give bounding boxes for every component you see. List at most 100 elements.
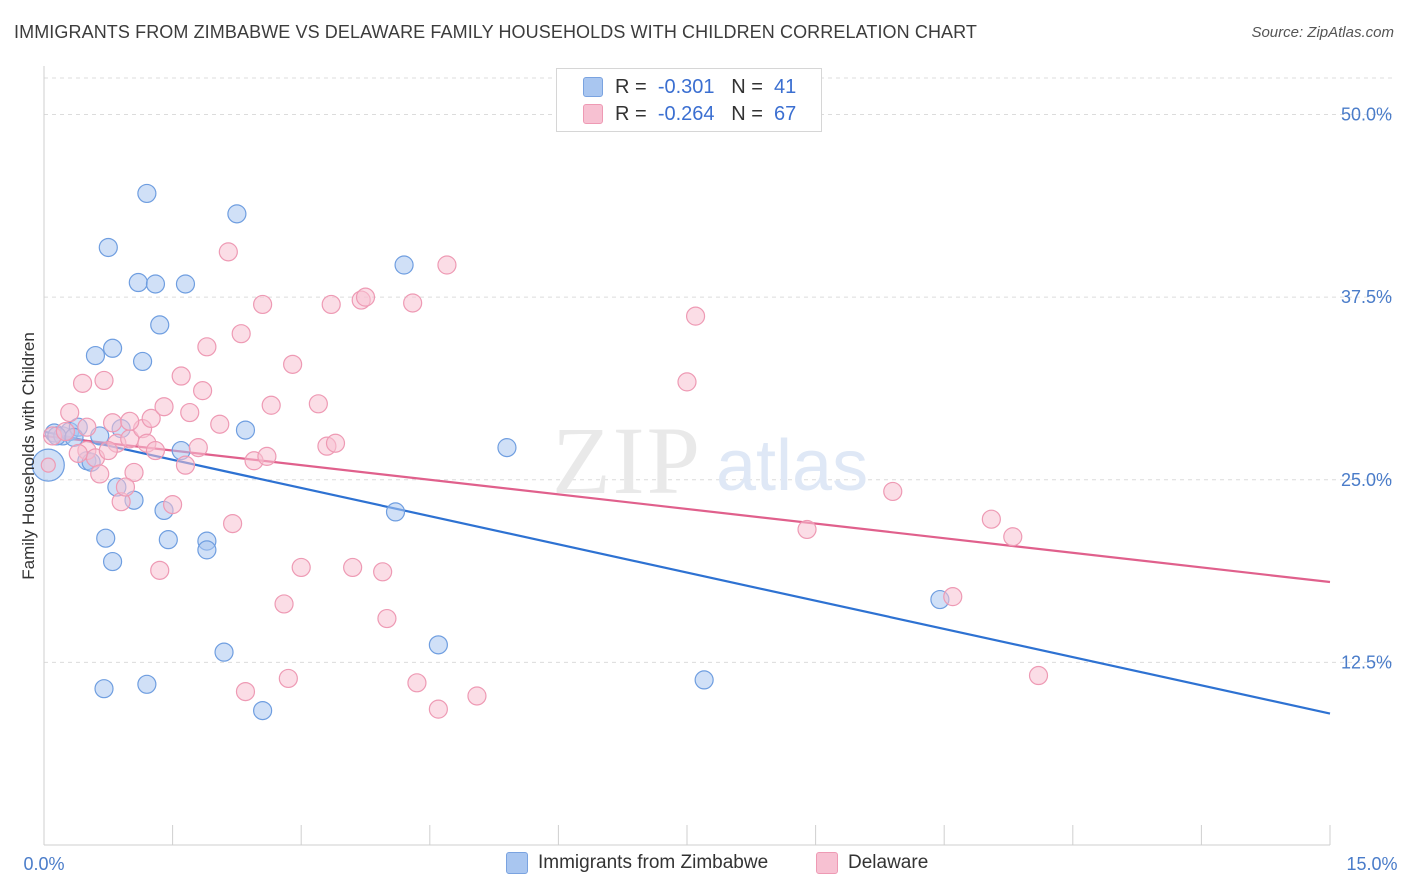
- point-zimbabwe: [214, 642, 234, 662]
- point-delaware: [283, 354, 303, 374]
- legend-n-value: 41: [774, 75, 797, 98]
- point-delaware: [115, 477, 136, 497]
- legend-label-delaware: Delaware: [848, 852, 929, 873]
- x-tick-label: 15.0%: [1346, 854, 1397, 874]
- watermark: ZIP atlas: [552, 407, 868, 514]
- point-zimbabwe: [145, 274, 166, 294]
- point-delaware: [72, 373, 93, 393]
- point-zimbabwe: [85, 345, 106, 366]
- point-delaware: [437, 255, 457, 275]
- point-delaware: [355, 287, 376, 307]
- y-tick-label: 37.5%: [1341, 287, 1392, 307]
- point-delaware: [428, 699, 448, 719]
- point-delaware: [685, 306, 706, 326]
- point-delaware: [325, 433, 346, 453]
- point-zimbabwe: [96, 528, 116, 548]
- legend-r-label: R =: [615, 102, 647, 125]
- watermark-atlas: atlas: [716, 426, 868, 506]
- point-delaware: [407, 673, 427, 693]
- legend-n-value: 67: [774, 102, 797, 125]
- point-delaware: [291, 557, 311, 578]
- point-delaware: [60, 402, 80, 423]
- point-delaware: [68, 443, 88, 464]
- legend-swatch-delaware: [583, 104, 603, 124]
- point-zimbabwe: [137, 674, 157, 694]
- source-credit: Source: ZipAtlas.com: [1251, 24, 1394, 41]
- point-delaware: [677, 372, 697, 392]
- point-delaware: [377, 608, 397, 629]
- legend-item-delaware: Delaware: [816, 852, 928, 874]
- point-delaware: [943, 587, 963, 607]
- legend-r-value: -0.264: [657, 102, 715, 125]
- legend-row-delaware: R = -0.264 N = 67: [583, 102, 796, 126]
- legend-item-zimbabwe: Immigrants from Zimbabwe: [506, 852, 768, 874]
- point-delaware: [308, 394, 328, 414]
- x-tick-label: 0.0%: [23, 854, 64, 874]
- point-zimbabwe: [137, 183, 157, 204]
- point-zimbabwe: [98, 237, 118, 258]
- trendline-zimbabwe: [43, 430, 1331, 715]
- point-delaware: [90, 464, 110, 484]
- point-delaware: [94, 370, 114, 391]
- point-delaware: [163, 494, 183, 515]
- point-delaware: [257, 446, 277, 466]
- y-tick-label: 50.0%: [1341, 105, 1392, 125]
- legend-label-zimbabwe: Immigrants from Zimbabwe: [538, 852, 769, 873]
- legend-n-label: N =: [731, 75, 763, 98]
- point-zimbabwe: [197, 540, 217, 560]
- point-delaware: [40, 457, 56, 473]
- grid-lines: [44, 77, 1392, 663]
- point-delaware: [261, 395, 281, 415]
- watermark-zip: ZIP: [552, 407, 702, 514]
- legend-swatch-zimbabwe: [583, 77, 603, 97]
- legend-r-value: -0.301: [657, 75, 715, 98]
- point-delaware: [145, 440, 166, 461]
- point-delaware: [120, 411, 140, 431]
- y-axis-label: Family Households with Children: [19, 332, 38, 580]
- y-tick-label: 25.0%: [1341, 470, 1392, 490]
- point-delaware: [102, 413, 123, 433]
- point-zimbabwe: [102, 338, 123, 358]
- point-zimbabwe: [132, 351, 153, 372]
- chart-title: IMMIGRANTS FROM ZIMBABWE VS DELAWARE FAM…: [14, 22, 978, 42]
- point-delaware: [321, 294, 341, 315]
- point-delaware: [180, 402, 200, 423]
- point-zimbabwe: [235, 420, 256, 440]
- point-delaware: [188, 438, 208, 458]
- point-delaware: [197, 337, 217, 357]
- tick-labels: 12.5% 25.0% 37.5% 50.0% 0.0% 15.0%: [23, 105, 1397, 874]
- stats-legend: R = -0.301 N = 41 R = -0.264 N = 67: [556, 68, 822, 132]
- point-delaware: [171, 366, 191, 386]
- point-zimbabwe: [253, 700, 273, 721]
- legend-r-label: R =: [615, 75, 647, 98]
- point-zimbabwe: [175, 274, 196, 294]
- point-delaware: [150, 560, 170, 580]
- point-zimbabwe: [150, 315, 170, 335]
- point-zimbabwe: [94, 679, 114, 699]
- point-delaware: [154, 397, 174, 417]
- point-delaware: [235, 681, 256, 702]
- point-delaware: [77, 417, 97, 437]
- point-delaware: [467, 686, 487, 706]
- legend-swatch-delaware: [816, 852, 838, 874]
- point-delaware: [175, 455, 196, 475]
- point-delaware: [231, 324, 251, 344]
- point-zimbabwe: [428, 635, 448, 655]
- point-zimbabwe: [128, 272, 148, 293]
- point-zimbabwe: [102, 551, 123, 572]
- point-zimbabwe: [385, 502, 406, 522]
- data-points: [31, 183, 1049, 721]
- point-delaware: [193, 381, 213, 401]
- legend-row-zimbabwe: R = -0.301 N = 41: [583, 75, 796, 99]
- point-delaware: [210, 414, 230, 434]
- point-delaware: [253, 294, 273, 315]
- point-zimbabwe: [694, 670, 714, 690]
- point-delaware: [124, 462, 144, 483]
- point-zimbabwe: [227, 204, 247, 224]
- point-delaware: [1028, 665, 1049, 686]
- point-delaware: [55, 421, 76, 442]
- point-delaware: [1003, 527, 1023, 547]
- point-delaware: [98, 440, 118, 461]
- point-delaware: [883, 481, 903, 502]
- point-delaware: [278, 668, 298, 689]
